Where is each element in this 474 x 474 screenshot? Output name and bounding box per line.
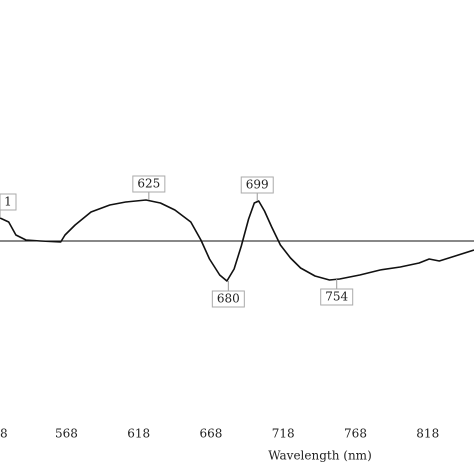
annotation-box xyxy=(211,290,245,308)
annotation-box xyxy=(0,193,17,211)
annotation-label: 625 xyxy=(137,177,160,191)
annotation-label: 699 xyxy=(246,178,269,192)
x-tick-label: 818 xyxy=(416,427,439,441)
annotation-box xyxy=(240,176,274,194)
annotation-label: 754 xyxy=(325,290,348,304)
spectrum-line xyxy=(0,199,474,282)
x-tick-label: 618 xyxy=(127,427,150,441)
x-tick-label: 668 xyxy=(200,427,223,441)
x-tick-label: 718 xyxy=(272,427,295,441)
x-tick-label: 768 xyxy=(344,427,367,441)
annotation-label: 1 xyxy=(4,195,12,209)
annotation-box xyxy=(320,288,354,306)
x-tick-label: 8 xyxy=(0,427,8,441)
x-axis-label: Wavelength (nm) xyxy=(268,449,372,463)
annotation-label: 680 xyxy=(217,292,240,306)
annotation-box xyxy=(132,175,166,193)
x-tick-label: 568 xyxy=(55,427,78,441)
